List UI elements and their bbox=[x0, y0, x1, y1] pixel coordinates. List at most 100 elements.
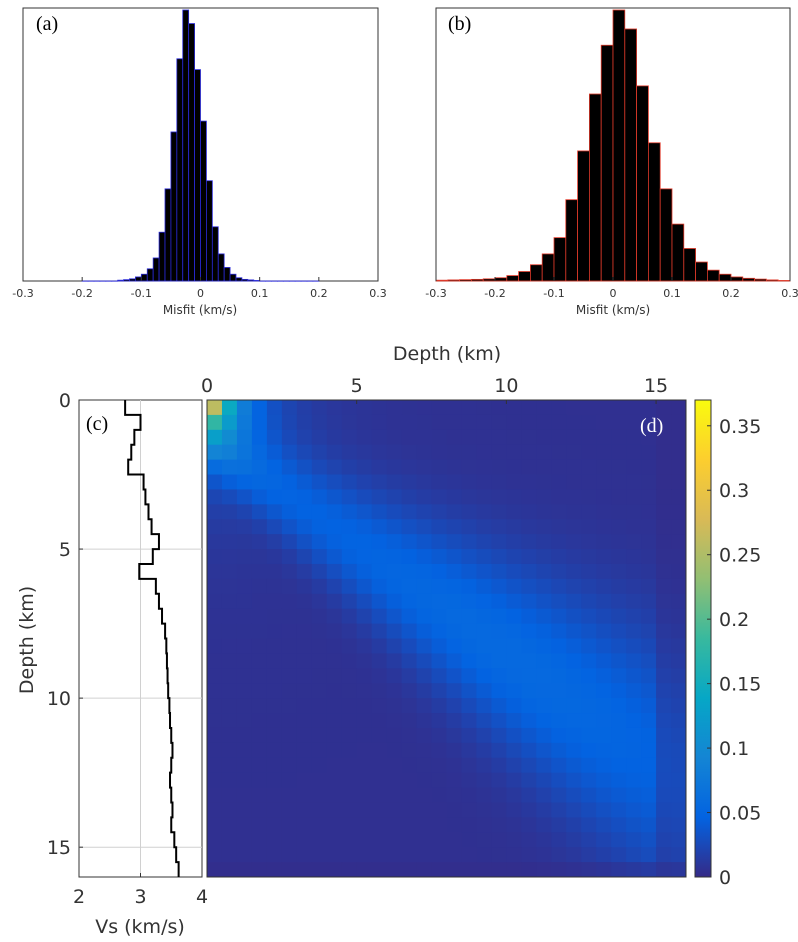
panel-c-xlabel: Vs (km/s) bbox=[95, 916, 185, 938]
heatmap-cell bbox=[446, 414, 462, 431]
heatmap-cell bbox=[626, 713, 642, 729]
heatmap-cell bbox=[566, 668, 582, 684]
heatmap-cell bbox=[491, 847, 507, 863]
heatmap-cell bbox=[566, 772, 582, 789]
heatmap-cell bbox=[611, 817, 627, 833]
heatmap-cell bbox=[266, 593, 283, 610]
heatmap-cell bbox=[431, 713, 447, 729]
heatmap-cell bbox=[341, 444, 358, 461]
heatmap-cell bbox=[207, 713, 223, 729]
heatmap-cell bbox=[416, 742, 433, 759]
heatmap-cell bbox=[371, 862, 388, 878]
y-tick-label: 5 bbox=[59, 539, 71, 561]
panel-a: -0.3 -0.2 -0.1 0 0.1 0.2 0.3 Misfit (km/s) (a) bbox=[12, 7, 387, 317]
heatmap-cell bbox=[431, 504, 447, 520]
heatmap-cell bbox=[221, 474, 238, 490]
heatmap-cell bbox=[386, 683, 403, 699]
heatmap-cell bbox=[446, 832, 462, 848]
heatmap-cell bbox=[626, 474, 642, 490]
heatmap-cell bbox=[296, 757, 313, 774]
heatmap-cell bbox=[611, 638, 627, 654]
heatmap-cell bbox=[506, 623, 522, 639]
heatmap-cell bbox=[566, 802, 582, 818]
heatmap-cell bbox=[551, 787, 567, 803]
heatmap-cell bbox=[581, 623, 597, 639]
heatmap-cell bbox=[596, 400, 612, 416]
heatmap-cell bbox=[626, 519, 642, 535]
heatmap-cell bbox=[296, 593, 313, 610]
heatmap-cell bbox=[446, 578, 462, 595]
heatmap-cell bbox=[581, 713, 597, 729]
heatmap-cell bbox=[491, 549, 507, 565]
heatmap-cell bbox=[476, 787, 492, 803]
heatmap-cell bbox=[581, 727, 597, 744]
heatmap-cell bbox=[341, 862, 358, 878]
heatmap-cell bbox=[536, 832, 552, 848]
heatmap-cell bbox=[221, 713, 238, 729]
heatmap-cell bbox=[641, 757, 657, 774]
heatmap-cell bbox=[506, 489, 522, 505]
heatmap-cell bbox=[581, 638, 597, 654]
heatmap-cell bbox=[581, 519, 597, 535]
heatmap-cell bbox=[341, 474, 358, 490]
heatmap-cell bbox=[326, 847, 343, 863]
heatmap-cell bbox=[416, 444, 433, 461]
heatmap-cell bbox=[311, 847, 328, 863]
heatmap-cell bbox=[641, 549, 657, 565]
heatmap-cell bbox=[461, 400, 477, 416]
x-tick-label: 0.3 bbox=[781, 287, 798, 300]
heatmap-cell bbox=[281, 802, 298, 818]
heatmap-cell bbox=[446, 668, 462, 684]
heatmap-cell bbox=[251, 787, 268, 803]
heatmap-cell bbox=[566, 474, 582, 490]
x-tick-label: -0.2 bbox=[71, 287, 92, 300]
heatmap-cell bbox=[296, 563, 313, 580]
heatmap-cell bbox=[566, 608, 582, 625]
heatmap-cell bbox=[341, 608, 358, 625]
heatmap-cell bbox=[371, 668, 388, 684]
heatmap-cell bbox=[386, 713, 403, 729]
x-tick-label: -0.1 bbox=[543, 287, 564, 300]
heatmap-cell bbox=[281, 623, 298, 639]
heatmap-cell bbox=[401, 563, 418, 580]
heatmap-cell bbox=[671, 683, 687, 699]
heatmap-cell bbox=[431, 519, 447, 535]
heatmap-cell bbox=[581, 563, 597, 580]
heatmap-cell bbox=[356, 400, 373, 416]
colorbar-gradient bbox=[694, 399, 712, 878]
colorbar-tick-label: 0 bbox=[719, 867, 731, 889]
heatmap-cell bbox=[207, 504, 223, 520]
heatmap-cell bbox=[371, 638, 388, 654]
heatmap-cell bbox=[506, 474, 522, 490]
heatmap-cell bbox=[416, 578, 433, 595]
heatmap-cell bbox=[536, 474, 552, 490]
heatmap-cell bbox=[386, 608, 403, 625]
heatmap-cell bbox=[341, 772, 358, 789]
heatmap-cell bbox=[296, 534, 313, 550]
heatmap-cell bbox=[461, 608, 477, 625]
heatmap-cell bbox=[416, 504, 433, 520]
heatmap-cell bbox=[626, 862, 642, 878]
heatmap-cell bbox=[641, 444, 657, 461]
heatmap-cell bbox=[236, 817, 253, 833]
heatmap-cell bbox=[326, 474, 343, 490]
heatmap-cell bbox=[311, 653, 328, 669]
heatmap-cell bbox=[221, 429, 238, 446]
heatmap-cell bbox=[476, 444, 492, 461]
heatmap-cell bbox=[251, 608, 268, 625]
heatmap-cell bbox=[311, 474, 328, 490]
heatmap-cell bbox=[671, 444, 687, 461]
heatmap-cell bbox=[506, 593, 522, 610]
heatmap-cell bbox=[221, 787, 238, 803]
heatmap-cell bbox=[536, 459, 552, 476]
heatmap-cell bbox=[581, 400, 597, 416]
heatmap-cell bbox=[461, 549, 477, 565]
heatmap-cell bbox=[461, 862, 477, 878]
heatmap-cell bbox=[551, 727, 567, 744]
heatmap-cell bbox=[386, 742, 403, 759]
heatmap-cell bbox=[401, 862, 418, 878]
heatmap-cell bbox=[341, 802, 358, 818]
heatmap-cell bbox=[416, 862, 433, 878]
heatmap-cell bbox=[641, 400, 657, 416]
heatmap-cell bbox=[416, 772, 433, 789]
